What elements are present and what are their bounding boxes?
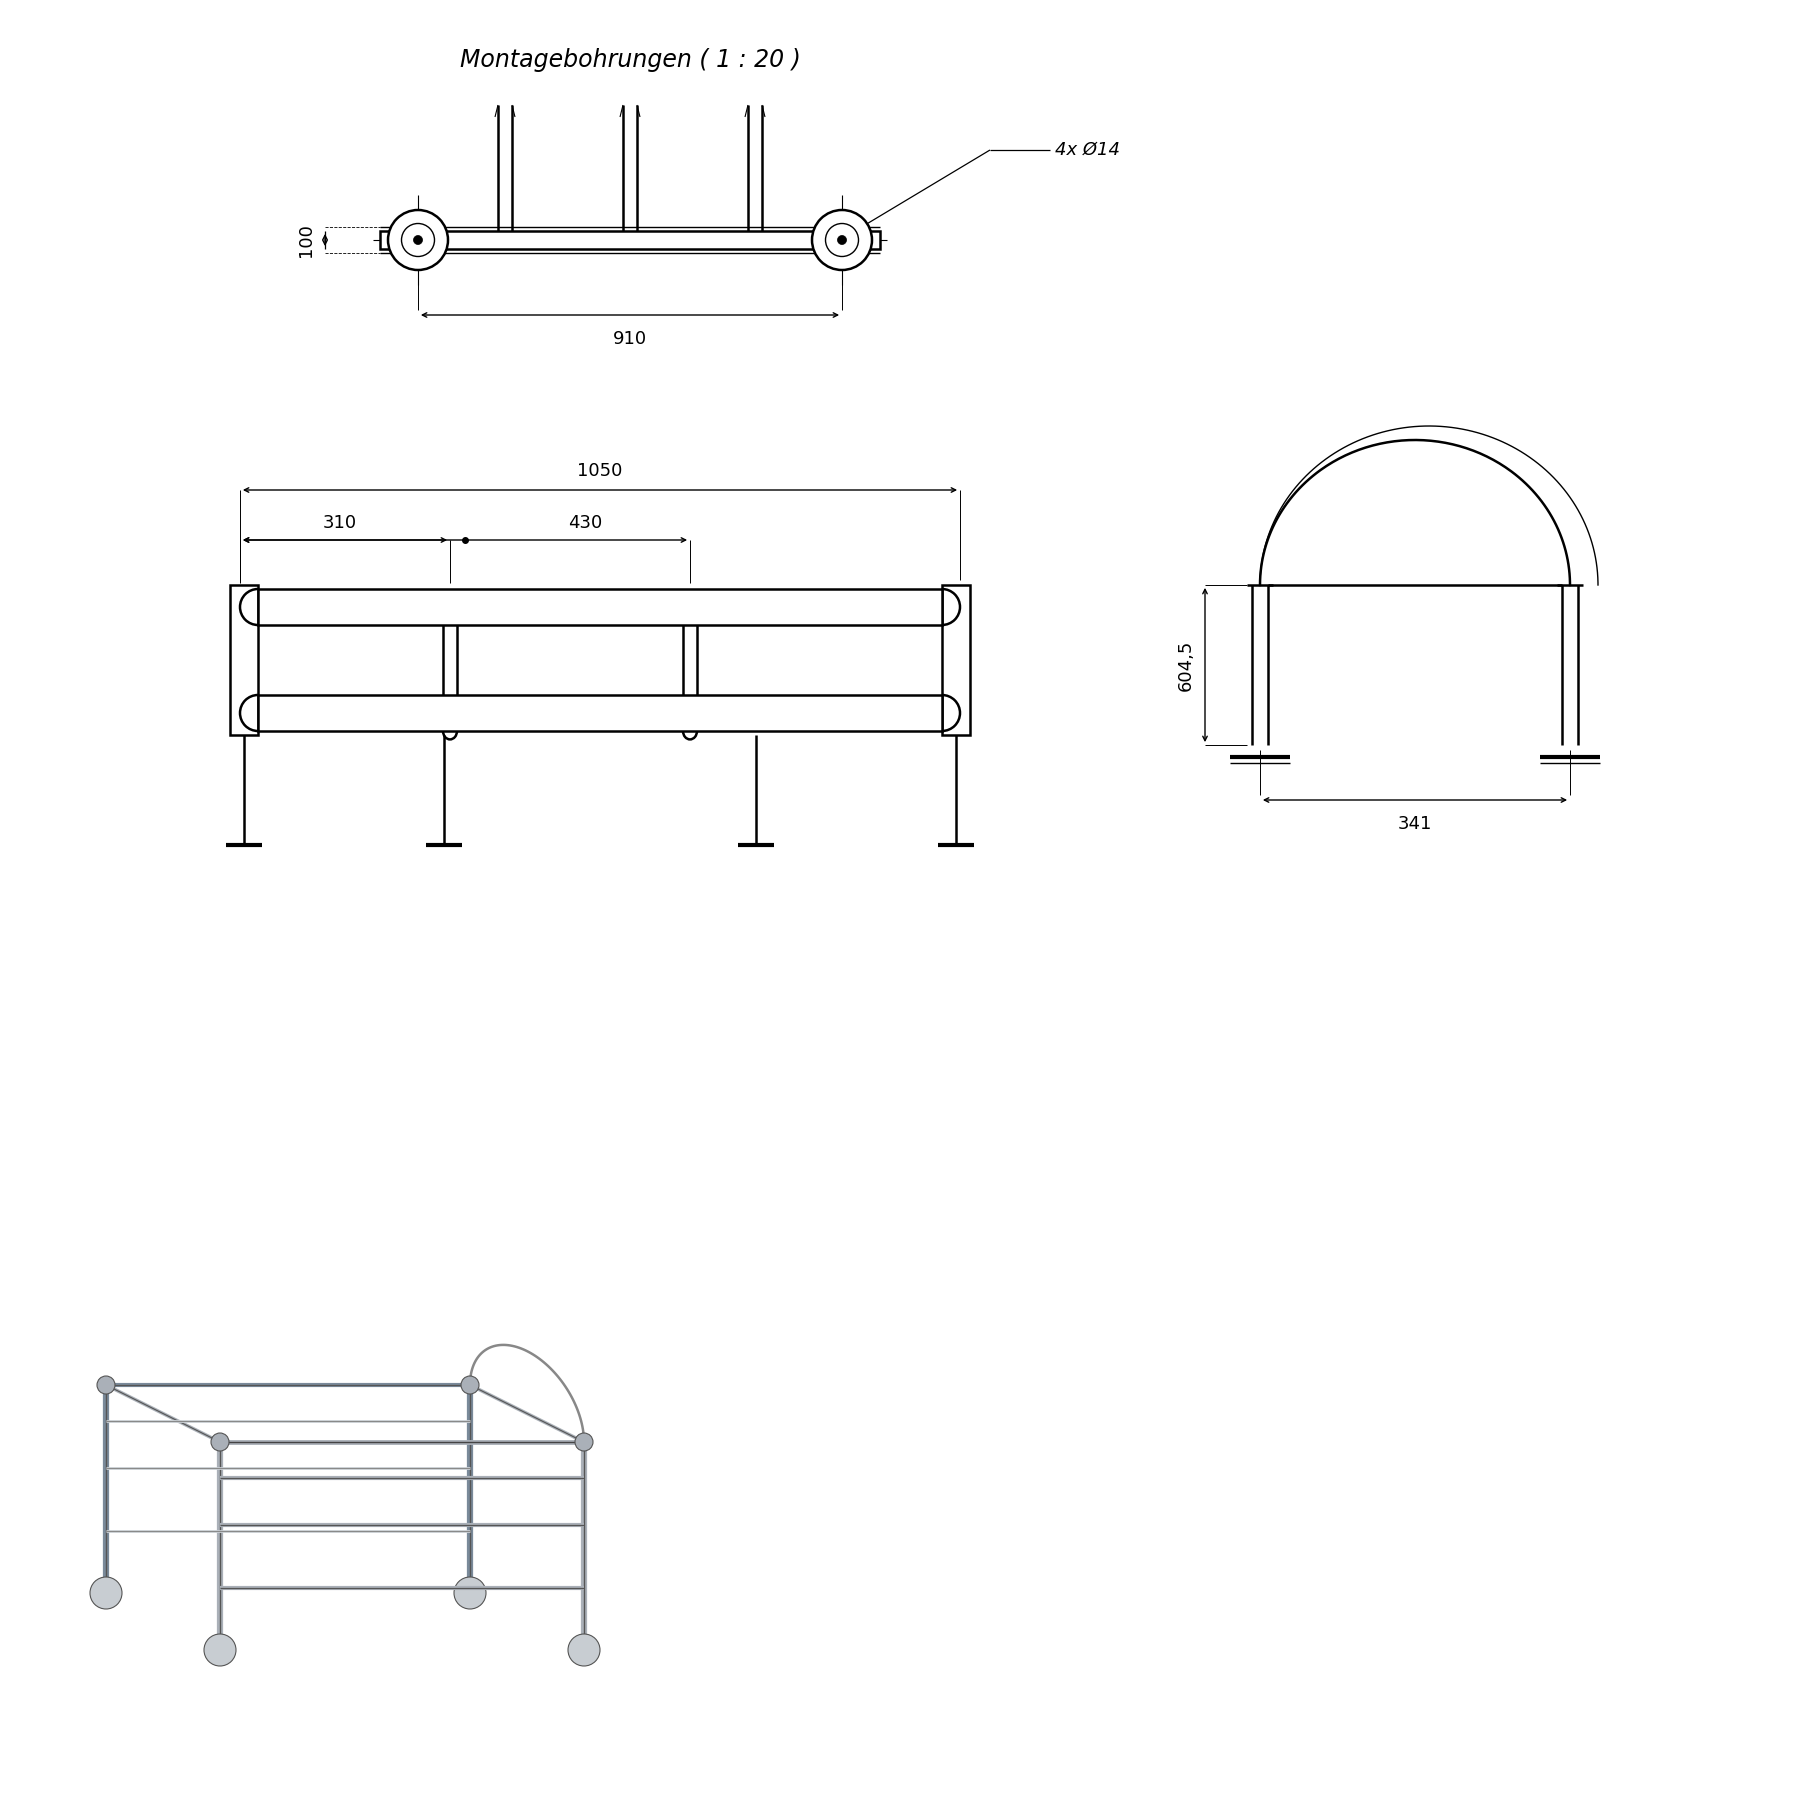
- Circle shape: [826, 223, 859, 256]
- Circle shape: [461, 1375, 479, 1393]
- Circle shape: [211, 1433, 229, 1451]
- Text: 310: 310: [322, 515, 356, 533]
- Circle shape: [837, 236, 846, 245]
- Bar: [257, 589, 941, 625]
- Bar: [941, 585, 970, 734]
- Text: 4x Ø14: 4x Ø14: [1055, 140, 1120, 158]
- Text: 100: 100: [297, 223, 315, 257]
- Circle shape: [569, 1634, 599, 1667]
- Text: 430: 430: [567, 515, 603, 533]
- Circle shape: [812, 211, 871, 270]
- Bar: [230, 585, 257, 734]
- Text: 1050: 1050: [578, 463, 623, 481]
- Text: Montagebohrungen ( 1 : 20 ): Montagebohrungen ( 1 : 20 ): [459, 49, 801, 72]
- Circle shape: [574, 1433, 592, 1451]
- Circle shape: [389, 211, 448, 270]
- Circle shape: [414, 236, 423, 245]
- Circle shape: [401, 223, 434, 256]
- Text: 604,5: 604,5: [1177, 639, 1195, 691]
- Circle shape: [203, 1634, 236, 1667]
- Text: 341: 341: [1399, 815, 1433, 833]
- Bar: [257, 695, 941, 731]
- Circle shape: [97, 1375, 115, 1393]
- Text: 910: 910: [614, 329, 646, 347]
- Circle shape: [90, 1577, 122, 1609]
- Bar: [380, 230, 880, 248]
- Circle shape: [454, 1577, 486, 1609]
